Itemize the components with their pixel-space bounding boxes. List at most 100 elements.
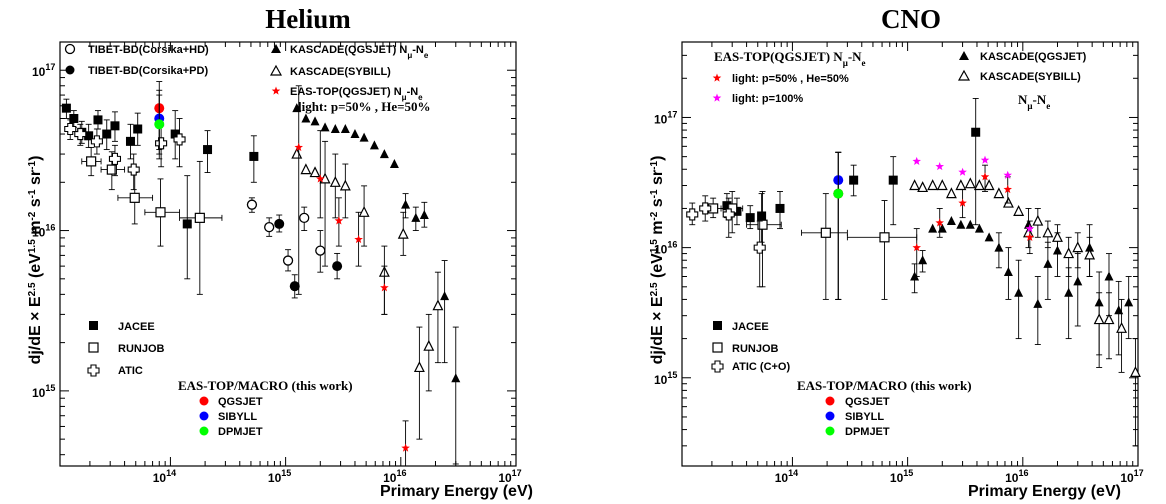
jacee-point [249, 151, 259, 161]
atic-c-o-point [699, 202, 712, 215]
light-p-50-he-50-point [1025, 232, 1035, 241]
kascade-sybill-point [1084, 248, 1096, 260]
jacee-point [745, 213, 755, 223]
jacee-point [775, 203, 785, 213]
legend-marker-qgsjet [199, 396, 209, 406]
kascade-qgsjet-point [974, 223, 984, 233]
legend-marker-tibet-hd [64, 43, 76, 55]
kascade-sybill-point [309, 166, 321, 178]
legend-marker-cno-jacee [713, 321, 722, 330]
kascade-qgsjet-n-ne-point [379, 149, 389, 159]
helium-x-axis-label: Primary Energy (eV) [380, 483, 533, 500]
jacee-point [170, 129, 180, 139]
cno-panel: CNO dj/dE × E2.5 (eV1.5 m-2 s-1 sr-1) Pr… [649, 4, 1144, 500]
legend-marker-jacee [89, 321, 98, 330]
legend-marker-cno-runjob [712, 342, 723, 353]
kascade-sybill-point [339, 179, 351, 191]
legend-marker-light-50-star [712, 73, 722, 82]
kascade-sybill-point [945, 187, 957, 199]
kascade-qgsjet-n-ne-point [310, 116, 320, 126]
light-p-100-point [1003, 170, 1012, 179]
helium-x-ticks: 1014 1015 1016 1017 [89, 42, 522, 485]
kascade-sybill-point [1063, 247, 1075, 259]
cno-legend-this-work: EAS-TOP/MACRO (this work) QGSJET SIBYLL … [797, 378, 972, 438]
kascade-qgsjet-point [1114, 305, 1124, 315]
kascade-sybill-point [1116, 321, 1128, 333]
helium-panel: Helium dj/dE × E2.5 (eV1.5 m-2 s-1 sr-1)… [27, 4, 533, 500]
legend-label-eastop: EAS-TOP(QGSJET) Nμ-Ne [290, 86, 423, 102]
cno-legend-direct: JACEE RUNJOB ATIC (C+O) [711, 321, 790, 373]
atic-c-o-point [686, 208, 699, 221]
kascade-qgsjet-n-ne-point [359, 132, 369, 142]
eas-top-qgsjet-n-ne-light-p-50-he-50-point [316, 174, 325, 183]
star-icon [712, 93, 722, 102]
jacee-point [971, 127, 981, 137]
kascade-qgsjet-point [1073, 276, 1083, 286]
kascade-sybill-point [423, 339, 435, 351]
x-tick-label: 1016 [383, 468, 406, 485]
cno-this-work-title: EAS-TOP/MACRO (this work) [797, 378, 972, 393]
kascade-sybill-point [413, 361, 425, 373]
legend-marker-kascade-qgsjet [271, 44, 281, 53]
kascade-qgsjet-point [928, 223, 938, 233]
light-p-100-point [980, 155, 990, 164]
legend-label-tibet-pd: TIBET-BD(Corsika+PD) [88, 65, 208, 77]
jacee-point [125, 136, 135, 146]
x-tick-label: 1017 [498, 468, 521, 485]
jacee-point [69, 113, 79, 123]
legend-label-cno-nmu-ne: Nμ-Ne [1018, 92, 1050, 111]
atic-point [74, 127, 87, 141]
kascade-sybill-point [397, 227, 409, 239]
legend-label-cno-sibyll: SIBYLL [845, 411, 884, 423]
legend-label-qgsjet: QGSJET [218, 396, 263, 408]
kascade-sybill-point [329, 175, 341, 187]
atic-point [108, 152, 122, 165]
kascade-sybill-point [300, 163, 312, 175]
kascade-qgsjet-n-ne-point [369, 140, 379, 150]
legend-marker-runjob [88, 342, 99, 353]
jacee-point [102, 129, 112, 139]
kascade-qgsjet-point [1033, 298, 1043, 308]
y-tick-label: 1017 [32, 62, 55, 79]
cno-x-axis-label: Primary Energy (eV) [968, 483, 1121, 500]
legend-marker-cno-atic [711, 360, 724, 373]
y-tick-label: 1015 [654, 370, 677, 387]
helium-title: Helium [265, 4, 351, 34]
kascade-sybill-point [973, 179, 985, 191]
dpmjet-point [833, 188, 844, 199]
light-p-50-he-50-point [1003, 184, 1012, 194]
x-tick-label: 1016 [1005, 468, 1028, 485]
jacee-point [888, 175, 898, 185]
legend-marker-cno-kascade-qgsjet [959, 51, 969, 60]
kascade-qgsjet-point [918, 255, 928, 265]
star-icon [271, 86, 281, 95]
tibet-bd-corsika-hd-point [246, 199, 258, 210]
legend-label-atic: ATIC [118, 365, 143, 377]
eas-top-qgsjet-n-ne-light-p-50-he-50-point [401, 443, 410, 452]
legend-marker-kascade-sybill [269, 64, 283, 76]
cno-legend-eastop: EAS-TOP(QGSJET) Nμ-Ne light: p=50% , He=… [712, 49, 866, 105]
legend-label-tibet-hd: TIBET-BD(Corsika+HD) [88, 44, 209, 56]
x-tick-label: 1014 [153, 468, 176, 485]
legend-label-cno-kascade-sybill: KASCADE(SYBILL) [980, 71, 1081, 83]
legend-marker-cno-dpmjet [825, 426, 835, 436]
kascade-qgsjet-n-ne-point [340, 123, 350, 133]
helium-y-axis-label: dj/dE × E2.5 (eV1.5 m-2 s-1 sr-1) [27, 156, 45, 365]
legend-label-cno-jacee: JACEE [732, 321, 769, 333]
runjob-point [757, 219, 768, 230]
kascade-sybill-point [1093, 313, 1105, 325]
legend-label-sibyll: SIBYLL [218, 411, 257, 423]
legend-marker-tibet-pd [65, 65, 75, 75]
y-tick-label: 1015 [32, 383, 55, 400]
kascade-qgsjet-n-ne-point [389, 159, 399, 169]
runjob-point [86, 156, 97, 167]
dpmjet-point [154, 119, 165, 130]
kascade-sybill-point [927, 179, 939, 191]
atic-point [64, 122, 77, 136]
kascade-sybill-point [1103, 313, 1115, 325]
helium-legend-direct: JACEE RUNJOB ATIC [87, 321, 165, 377]
light-p-50-he-50-point [935, 218, 944, 227]
cno-legend-kascade: KASCADE(QGSJET) KASCADE(SYBILL) Nμ-Ne [957, 51, 1087, 111]
kascade-qgsjet-point [984, 232, 994, 242]
kascade-sybill-point [909, 179, 921, 191]
